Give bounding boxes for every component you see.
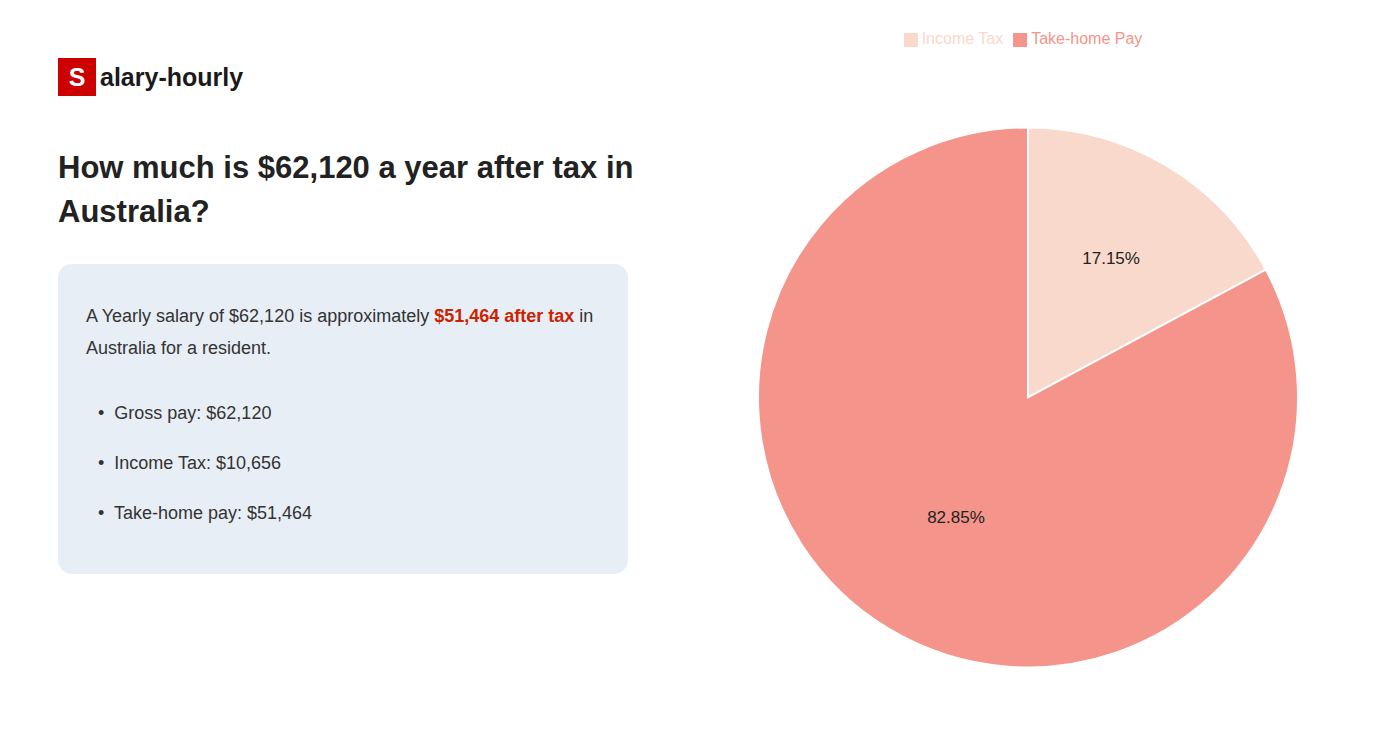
- html-text:Australia?: Australia?: [58, 194, 210, 229]
- svg-text:17.15%: 17.15%: [1082, 249, 1140, 268]
- svg-text:82.85%: 82.85%: [927, 508, 985, 527]
- html-text:• Income Tax: $10,656: • Income Tax: $10,656: [98, 453, 282, 473]
- html-text:alary-hourly: alary-hourly: [100, 62, 244, 91]
- html-text:Take-home Pay: Take-home Pay: [1031, 30, 1143, 47]
- html-text:S: S: [68, 62, 86, 91]
- html-text:• Take-home pay: $51,464: • Take-home pay: $51,464: [98, 503, 313, 523]
- html-text:Australia for a resident.: Australia for a resident.: [86, 338, 272, 358]
- html-text:A Yearly salary of $62,120 is: A Yearly salary of $62,120 is approximat…: [86, 306, 594, 326]
- html-text:How much is $62,120 a year aft: How much is $62,120 a year after tax in: [58, 150, 634, 185]
- html-text:Income Tax: Income Tax: [921, 30, 1004, 47]
- html-text:• Gross pay: $62,120: • Gross pay: $62,120: [98, 403, 272, 423]
